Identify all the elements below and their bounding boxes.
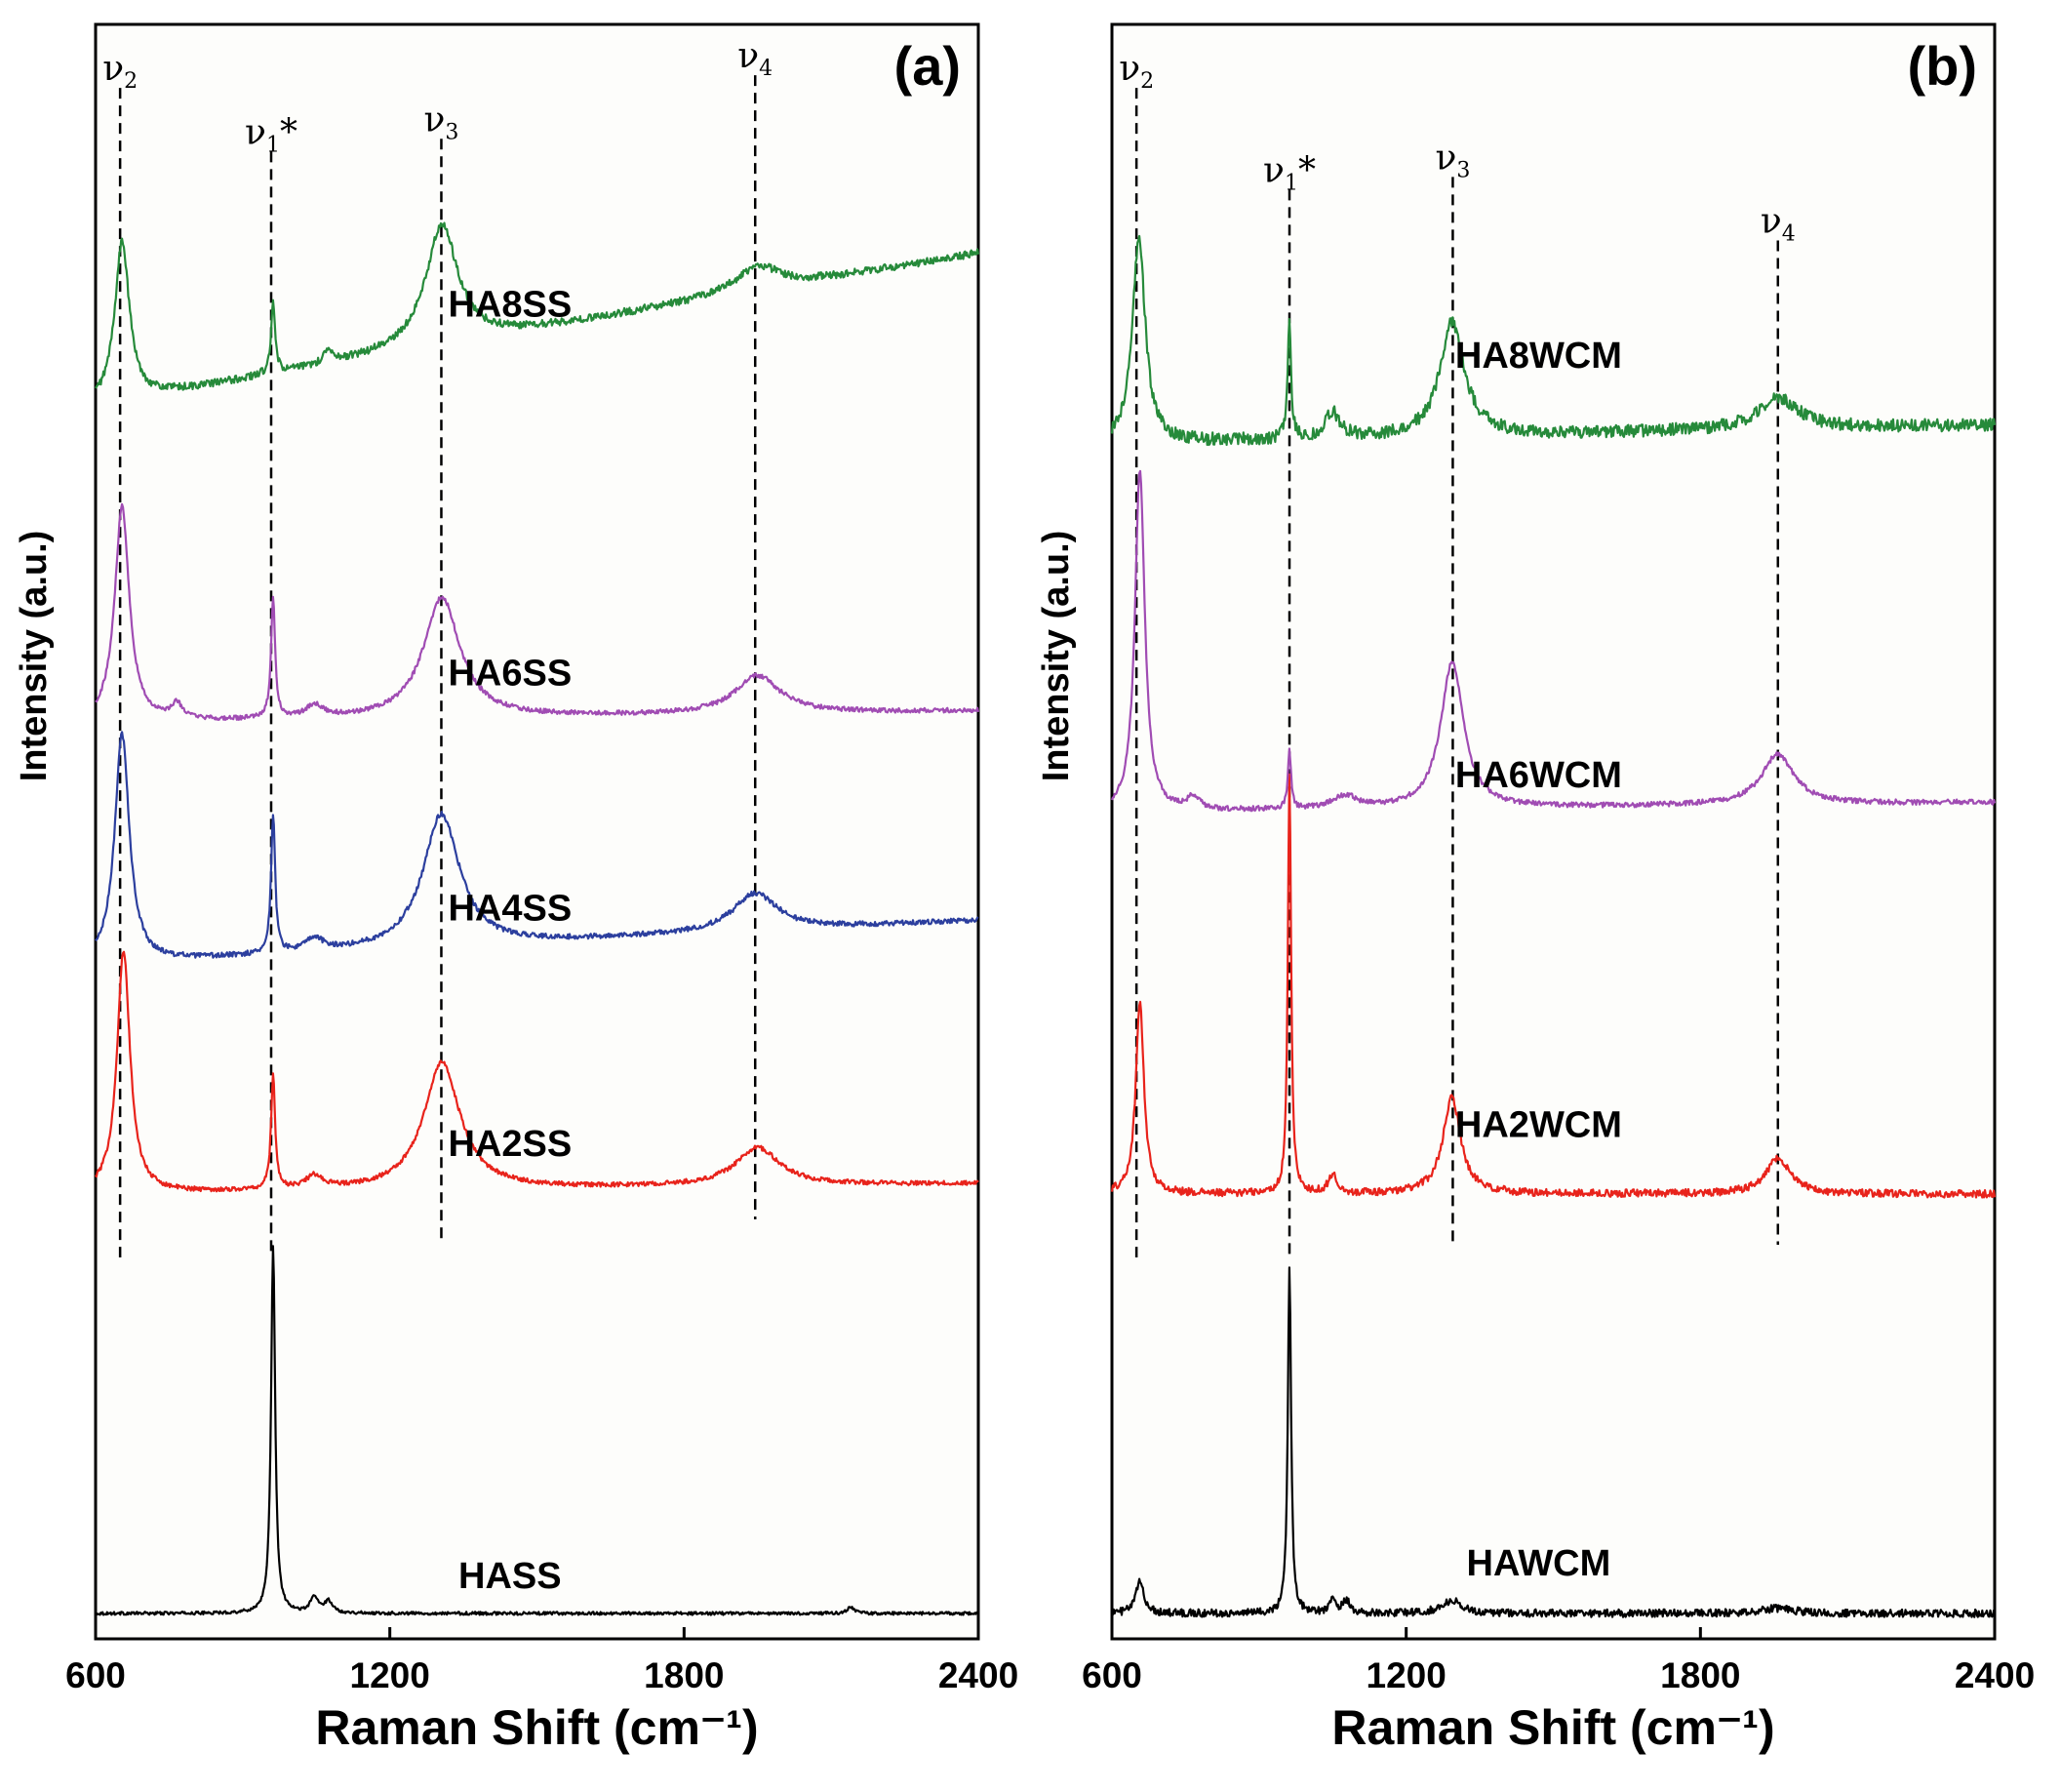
spectrum-line-ha6wcm: [1110, 469, 1997, 813]
x-axis-title: Raman Shift (cm⁻¹): [1331, 1700, 1774, 1755]
spectrum-line-hass: [95, 1245, 979, 1616]
panel-a: 600 1200 1800 2400 Raman Shift (cm⁻¹) Intensi…: [14, 22, 1018, 1755]
series-label: HA8WCM: [1455, 336, 1622, 377]
spectrum-line-ha6ss: [95, 502, 980, 722]
series-label: HA6SS: [448, 654, 572, 695]
x-tick-label: 2400: [1955, 1655, 2035, 1695]
spectrum-line-ha8wcm: [1110, 234, 1997, 447]
series-label: HA8SS: [448, 285, 572, 326]
mode-label: ν2: [102, 49, 138, 94]
series-label: HA2SS: [448, 1124, 572, 1165]
series-label: HA2WCM: [1455, 1104, 1622, 1145]
plot-frame: [94, 22, 980, 1641]
x-axis-title: Raman Shift (cm⁻¹): [315, 1700, 758, 1755]
x-tick-label: 1800: [1660, 1655, 1740, 1695]
series-label: HAWCM: [1467, 1543, 1611, 1584]
plot-frame: [1110, 22, 1997, 1641]
mode-label: ν4: [737, 36, 773, 81]
x-tick-label: 600: [1082, 1655, 1142, 1695]
y-axis-title: Intensity (a.u.): [1036, 531, 1077, 782]
mode-label: ν1*: [1263, 150, 1316, 195]
spectrum-line-ha2ss: [95, 950, 979, 1193]
series-label: HA6WCM: [1455, 755, 1622, 796]
spectrum-line-ha8ss: [95, 221, 980, 391]
panel-label: (b): [1907, 35, 1977, 97]
spectrum-line-ha4ss: [95, 731, 979, 959]
x-tick-label: 2400: [938, 1655, 1018, 1695]
x-tick-label: 1200: [350, 1655, 430, 1695]
mode-label: ν4: [1761, 202, 1796, 247]
mode-label: ν1*: [245, 112, 297, 157]
y-axis-title: Intensity (a.u.): [14, 531, 55, 782]
spectrum-line-hawcm: [1111, 1266, 1996, 1618]
x-tick-label: 1200: [1367, 1655, 1447, 1695]
mode-label: ν3: [1435, 138, 1470, 182]
mode-label: ν3: [424, 100, 459, 144]
x-tick-label: 600: [65, 1655, 126, 1695]
panel-label: (a): [894, 35, 961, 97]
series-label: HA4SS: [448, 889, 572, 930]
mode-label: ν2: [1119, 49, 1154, 94]
series-label: HASS: [458, 1556, 562, 1597]
x-tick-label: 1800: [644, 1655, 724, 1695]
panel-b: 600 1200 1800 2400 Raman Shift (cm⁻¹) Intensi…: [1036, 22, 2035, 1755]
spectrum-line-ha2wcm: [1110, 773, 1997, 1199]
